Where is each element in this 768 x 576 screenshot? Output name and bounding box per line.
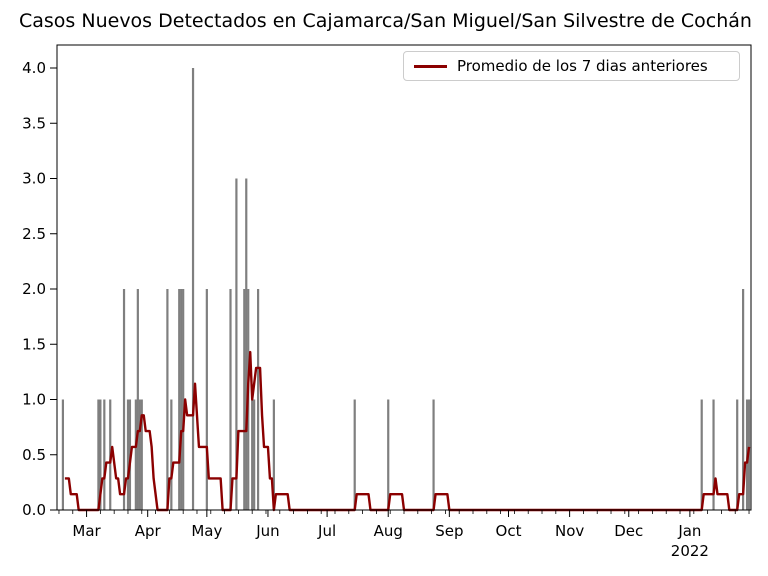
chart-title: Casos Nuevos Detectados en Cajamarca/San… <box>19 10 752 32</box>
daily-cases-bar <box>178 289 181 510</box>
x-tick-label: Jan <box>677 522 701 540</box>
daily-cases-bar <box>387 399 390 510</box>
legend-label: Promedio de los 7 dias anteriores <box>457 57 708 75</box>
daily-cases-bar <box>205 289 208 510</box>
daily-cases-bar <box>712 399 715 510</box>
daily-cases-bar <box>166 289 169 510</box>
y-tick-label: 0.5 <box>22 446 46 464</box>
daily-cases-bar <box>61 399 65 510</box>
daily-cases-bar <box>103 399 106 510</box>
legend: Promedio de los 7 dias anteriores <box>403 51 740 81</box>
daily-cases-bar <box>736 399 739 510</box>
x-tick-label: May <box>191 522 222 540</box>
x-tick-label: Sep <box>435 522 463 540</box>
x-tick-label: Dec <box>614 522 643 540</box>
plot-border <box>56 44 752 511</box>
daily-cases-bar <box>191 68 195 510</box>
daily-cases-bar <box>99 399 102 510</box>
daily-cases-bar <box>182 289 185 510</box>
daily-cases-bar <box>140 399 143 510</box>
daily-cases-bar <box>126 399 130 510</box>
daily-cases-bar <box>235 178 238 510</box>
daily-cases-bar <box>122 289 126 510</box>
daily-cases-bar <box>170 399 173 510</box>
y-tick-label: 2.5 <box>22 225 46 243</box>
x-tick-label: Apr <box>135 522 162 540</box>
daily-cases-bar <box>353 399 356 510</box>
y-tick-label: 2.0 <box>22 280 46 298</box>
daily-cases-bar <box>700 399 703 510</box>
x-tick-label: Mar <box>72 522 101 540</box>
daily-cases-bar <box>134 399 137 510</box>
daily-cases-bar <box>432 399 435 510</box>
daily-cases-bar <box>253 399 256 510</box>
daily-cases-bar <box>742 289 745 510</box>
x-tick-label: Jul <box>317 522 336 540</box>
daily-cases-bar <box>257 289 260 510</box>
daily-cases-bar <box>229 289 232 510</box>
daily-cases-bar <box>180 289 183 510</box>
year-label: 2022 <box>671 542 709 560</box>
x-tick-label: Aug <box>374 522 403 540</box>
daily-cases-bar <box>272 399 275 510</box>
daily-cases-bar <box>136 289 139 510</box>
x-tick-label: Oct <box>496 522 522 540</box>
daily-cases-bar <box>138 399 141 510</box>
x-tick-label: Nov <box>555 522 584 540</box>
average-line <box>64 350 751 512</box>
daily-cases-bar <box>251 399 254 510</box>
y-tick-label: 4.0 <box>22 59 46 77</box>
y-tick-label: 1.5 <box>22 335 46 353</box>
y-tick-label: 0.0 <box>22 501 46 519</box>
y-tick-label: 3.5 <box>22 114 46 132</box>
y-tick-label: 1.0 <box>22 391 46 409</box>
daily-cases-bar <box>245 178 248 510</box>
daily-cases-bar <box>97 399 100 510</box>
x-tick-label: Jun <box>255 522 279 540</box>
legend-line-swatch <box>414 64 447 68</box>
y-tick-label: 3.0 <box>22 170 46 188</box>
daily-cases-bar <box>243 289 246 510</box>
